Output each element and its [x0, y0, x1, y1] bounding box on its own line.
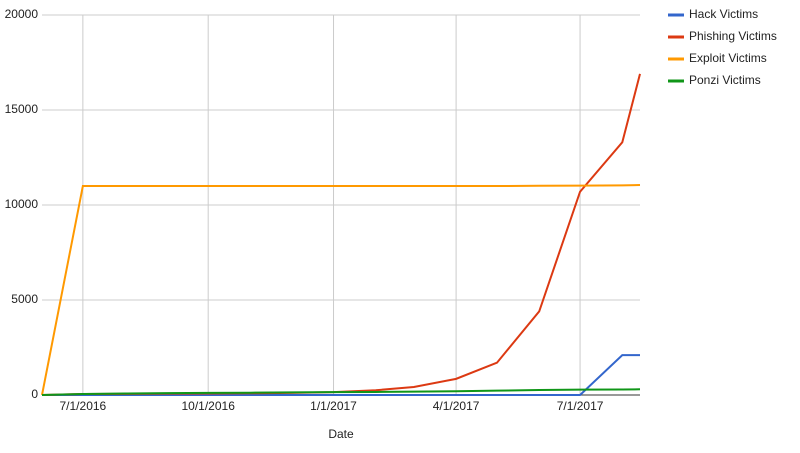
x-tick-label: 10/1/2016: [181, 399, 235, 413]
legend-label: Hack Victims: [689, 7, 758, 21]
series-line: [42, 354, 640, 396]
legend-label: Phishing Victims: [689, 29, 777, 43]
series-line: [41, 184, 641, 396]
series-line: [41, 388, 641, 396]
y-tick-label: 5000: [11, 292, 38, 306]
x-tick-label: 7/1/2016: [60, 399, 107, 413]
x-tick-label: 1/1/2017: [310, 399, 357, 413]
x-tick-label: 7/1/2017: [557, 399, 604, 413]
y-tick-label: 10000: [5, 197, 39, 211]
y-tick-label: 15000: [5, 102, 39, 116]
x-tick-label: 4/1/2017: [433, 399, 480, 413]
y-tick-label: 0: [31, 387, 38, 401]
y-tick-label: 20000: [5, 7, 39, 21]
legend-label: Exploit Victims: [689, 51, 767, 65]
series-line: [41, 73, 641, 396]
x-axis-label: Date: [328, 427, 354, 441]
legend-label: Ponzi Victims: [689, 73, 761, 87]
